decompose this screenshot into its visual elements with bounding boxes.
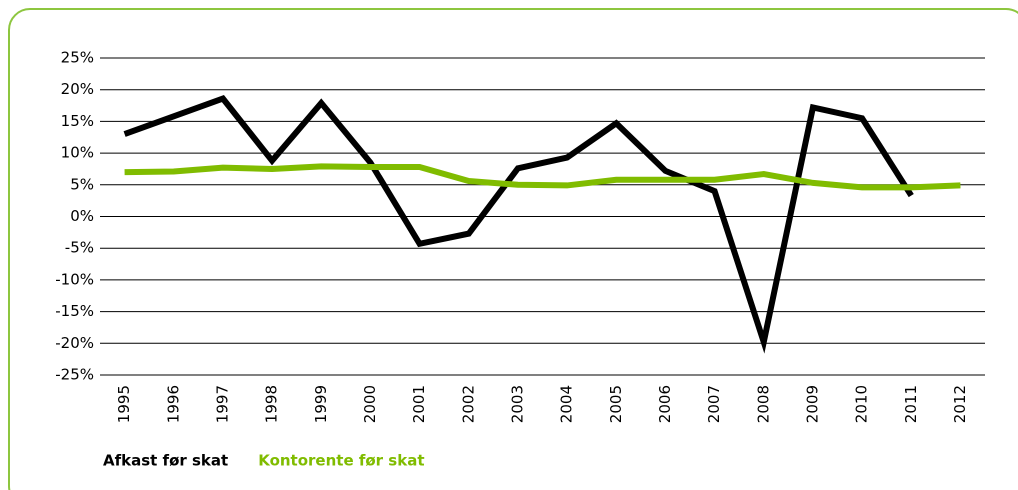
y-tick-label: 20%	[61, 80, 94, 98]
x-tick-label: 2002	[459, 385, 477, 423]
y-tick-label: -15%	[55, 302, 94, 320]
y-tick-label: -10%	[55, 270, 94, 288]
y-tick-label: -5%	[65, 239, 94, 257]
x-tick-label: 2007	[705, 385, 723, 423]
y-tick-label: 15%	[61, 112, 94, 130]
x-tick-label: 2000	[361, 385, 379, 423]
x-tick-label: 2001	[410, 385, 428, 423]
x-tick-label: 1998	[263, 385, 281, 423]
x-tick-label: 2005	[607, 385, 625, 423]
y-tick-label: 0%	[70, 207, 94, 225]
frame	[8, 8, 1018, 490]
x-tick-label: 2010	[853, 385, 871, 423]
series-line	[123, 95, 914, 354]
x-tick-label: 2008	[754, 385, 772, 423]
x-tick-label: 2012	[951, 385, 969, 423]
x-tick-label: 2003	[508, 385, 526, 423]
x-tick-label: 1995	[115, 385, 133, 423]
y-tick-label: 25%	[61, 49, 94, 67]
x-tick-label: 1997	[213, 385, 231, 423]
y-tick-label: 10%	[61, 144, 94, 162]
legend-label: Kontorente før skat	[258, 452, 424, 470]
x-tick-label: 2011	[902, 385, 920, 423]
y-tick-label: -25%	[55, 366, 94, 384]
y-tick-label: -20%	[55, 334, 94, 352]
x-tick-label: 1999	[312, 385, 330, 423]
series-line	[124, 163, 961, 191]
x-tick-label: 1996	[164, 385, 182, 423]
x-tick-label: 2006	[656, 385, 674, 423]
x-tick-label: 2009	[803, 385, 821, 423]
y-tick-label: 5%	[70, 175, 94, 193]
legend-label: Afkast før skat	[103, 452, 228, 470]
x-tick-label: 2004	[558, 385, 576, 423]
